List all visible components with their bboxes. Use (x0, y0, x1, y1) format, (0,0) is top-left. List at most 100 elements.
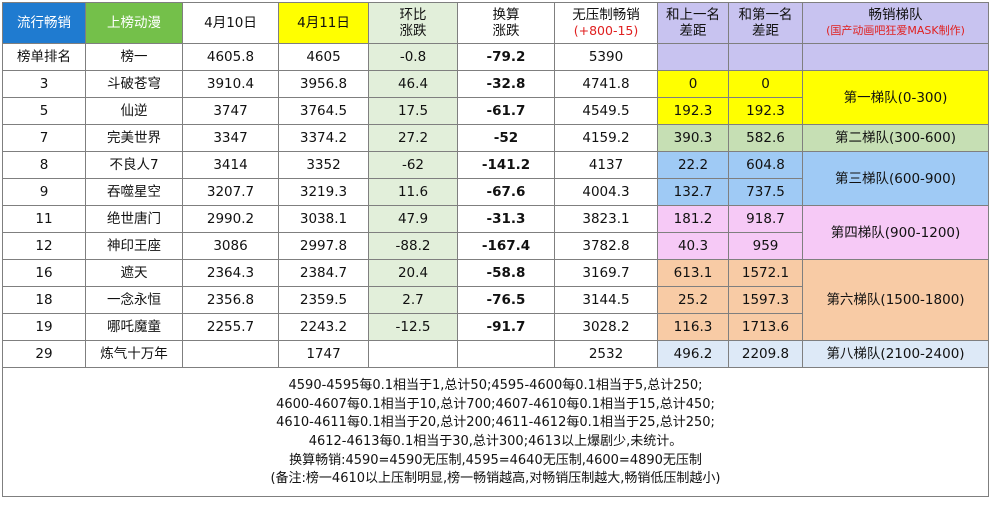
cell-rank: 7 (2, 124, 86, 152)
table-row: 5 仙逆 3747 3764.5 17.5 -61.7 4549.5 192.3… (2, 97, 989, 125)
cell-anime: 神印王座 (85, 232, 183, 260)
cell-conv: -58.8 (457, 259, 555, 287)
tier-cell-1: 第一梯队(0-300) (802, 70, 989, 125)
cell-apr11: 4605 (278, 43, 369, 71)
note-line: 4590-4595每0.1相当于1,总计50;4595-4600每0.1相当于5… (288, 378, 703, 394)
cell-anime: 榜一 (85, 43, 183, 71)
cell-unsup: 3782.8 (554, 232, 658, 260)
notes-block: 4590-4595每0.1相当于1,总计50;4595-4600每0.1相当于5… (2, 367, 989, 497)
cell-apr11: 2997.8 (278, 232, 369, 260)
cell-gap-first: 192.3 (728, 97, 803, 125)
cell-conv: -32.8 (457, 70, 555, 98)
table-row: 18 一念永恒 2356.8 2359.5 2.7 -76.5 3144.5 2… (2, 286, 989, 314)
cell-apr11: 3219.3 (278, 178, 369, 206)
cell-anime: 炼气十万年 (85, 340, 183, 368)
cell-unsup: 3028.2 (554, 313, 658, 341)
cell-gap-first (728, 43, 803, 71)
cell-gap-prev: 613.1 (657, 259, 729, 287)
cell-apr10: 4605.8 (182, 43, 279, 71)
cell-anime: 斗破苍穹 (85, 70, 183, 98)
cell-rank: 16 (2, 259, 86, 287)
cell-ratio (368, 340, 458, 368)
header-tier-line2: (国产动画吧狂爱MASK制作) (826, 24, 965, 37)
header-tier-line1: 畅销梯队 (868, 7, 923, 23)
cell-anime: 遮天 (85, 259, 183, 287)
note-line: 4610-4611每0.1相当于20,总计200;4611-4612每0.1相当… (276, 415, 715, 431)
cell-ratio: 17.5 (368, 97, 458, 125)
tier-cell-4: 第四梯队(900-1200) (802, 205, 989, 260)
cell-gap-prev: 25.2 (657, 286, 729, 314)
header-ratio: 环比 涨跌 (368, 2, 458, 44)
cell-apr10: 2990.2 (182, 205, 279, 233)
table-row: 16 遮天 2364.3 2384.7 20.4 -58.8 3169.7 61… (2, 259, 989, 341)
header-gap-first: 和第一名 差距 (728, 2, 803, 44)
cell-conv: -61.7 (457, 97, 555, 125)
cell-apr11: 3352 (278, 151, 369, 179)
cell-gap-first: 604.8 (728, 151, 803, 179)
cell-gap-prev: 496.2 (657, 340, 729, 368)
header-unsup-line2: (+800-15) (573, 23, 639, 38)
cell-apr11: 2359.5 (278, 286, 369, 314)
cell-conv: -91.7 (457, 313, 555, 341)
header-gap-first-line2: 差距 (752, 23, 779, 39)
cell-gap-first: 1713.6 (728, 313, 803, 341)
table-row: 19 哪吒魔童 2255.7 2243.2 -12.5 -91.7 3028.2… (2, 313, 989, 341)
cell-unsup: 4137 (554, 151, 658, 179)
header-tier: 畅销梯队 (国产动画吧狂爱MASK制作) (802, 2, 989, 44)
tier-cell-6: 第六梯队(1500-1800) (802, 259, 989, 341)
table-row: 9 吞噬星空 3207.7 3219.3 11.6 -67.6 4004.3 1… (2, 178, 989, 206)
cell-apr10: 2255.7 (182, 313, 279, 341)
cell-anime: 不良人7 (85, 151, 183, 179)
cell-rank: 5 (2, 97, 86, 125)
cell-gap-first: 737.5 (728, 178, 803, 206)
cell-gap-first: 2209.8 (728, 340, 803, 368)
cell-apr10 (182, 340, 279, 368)
cell-gap-first: 582.6 (728, 124, 803, 152)
cell-anime: 完美世界 (85, 124, 183, 152)
header-gap-prev-line2: 差距 (679, 23, 707, 39)
cell-gap-prev (657, 43, 729, 71)
cell-unsup: 3144.5 (554, 286, 658, 314)
cell-ratio: -12.5 (368, 313, 458, 341)
table-row: 12 神印王座 3086 2997.8 -88.2 -167.4 3782.8 … (2, 232, 989, 260)
cell-conv: -76.5 (457, 286, 555, 314)
cell-ratio: 2.7 (368, 286, 458, 314)
cell-unsup: 4159.2 (554, 124, 658, 152)
cell-conv: -79.2 (457, 43, 555, 71)
cell-unsup: 4741.8 (554, 70, 658, 98)
header-apr10: 4月10日 (182, 2, 279, 44)
cell-anime: 吞噬星空 (85, 178, 183, 206)
cell-rank: 12 (2, 232, 86, 260)
cell-conv: -167.4 (457, 232, 555, 260)
cell-gap-prev: 192.3 (657, 97, 729, 125)
cell-rank: 9 (2, 178, 86, 206)
cell-ratio: 11.6 (368, 178, 458, 206)
cell-apr11: 2243.2 (278, 313, 369, 341)
header-apr11: 4月11日 (278, 2, 369, 44)
cell-gap-first: 1597.3 (728, 286, 803, 314)
cell-rank: 3 (2, 70, 86, 98)
header-gap-first-line1: 和第一名 (738, 7, 793, 23)
cell-apr10: 2356.8 (182, 286, 279, 314)
cell-ratio: 47.9 (368, 205, 458, 233)
table-row: 8 不良人7 3414 3352 -62 -141.2 4137 22.2 60… (2, 151, 989, 206)
header-row: 流行畅销 上榜动漫 4月10日 4月11日 环比 涨跌 换算 涨跌 无压制畅销 … (2, 2, 989, 44)
cell-apr11: 3374.2 (278, 124, 369, 152)
table-row: 29 炼气十万年 1747 2532 496.2 2209.8 第八梯队(210… (2, 340, 989, 368)
cell-unsup: 5390 (554, 43, 658, 71)
cell-conv: -52 (457, 124, 555, 152)
tier-cell-3: 第三梯队(600-900) (802, 151, 989, 206)
cell-apr11: 2384.7 (278, 259, 369, 287)
cell-rank: 18 (2, 286, 86, 314)
cell-apr10: 2364.3 (182, 259, 279, 287)
cell-apr11: 3764.5 (278, 97, 369, 125)
cell-gap-first: 959 (728, 232, 803, 260)
tier-cell-2: 第二梯队(300-600) (802, 124, 989, 152)
cell-apr10: 3086 (182, 232, 279, 260)
cell-gap-prev: 0 (657, 70, 729, 98)
note-line: 换算畅销:4590=4590无压制,4595=4640无压制,4600=4890… (289, 452, 702, 468)
header-conv-line2: 涨跌 (492, 23, 520, 39)
cell-unsup: 3823.1 (554, 205, 658, 233)
cell-conv (457, 340, 555, 368)
cell-unsup: 2532 (554, 340, 658, 368)
